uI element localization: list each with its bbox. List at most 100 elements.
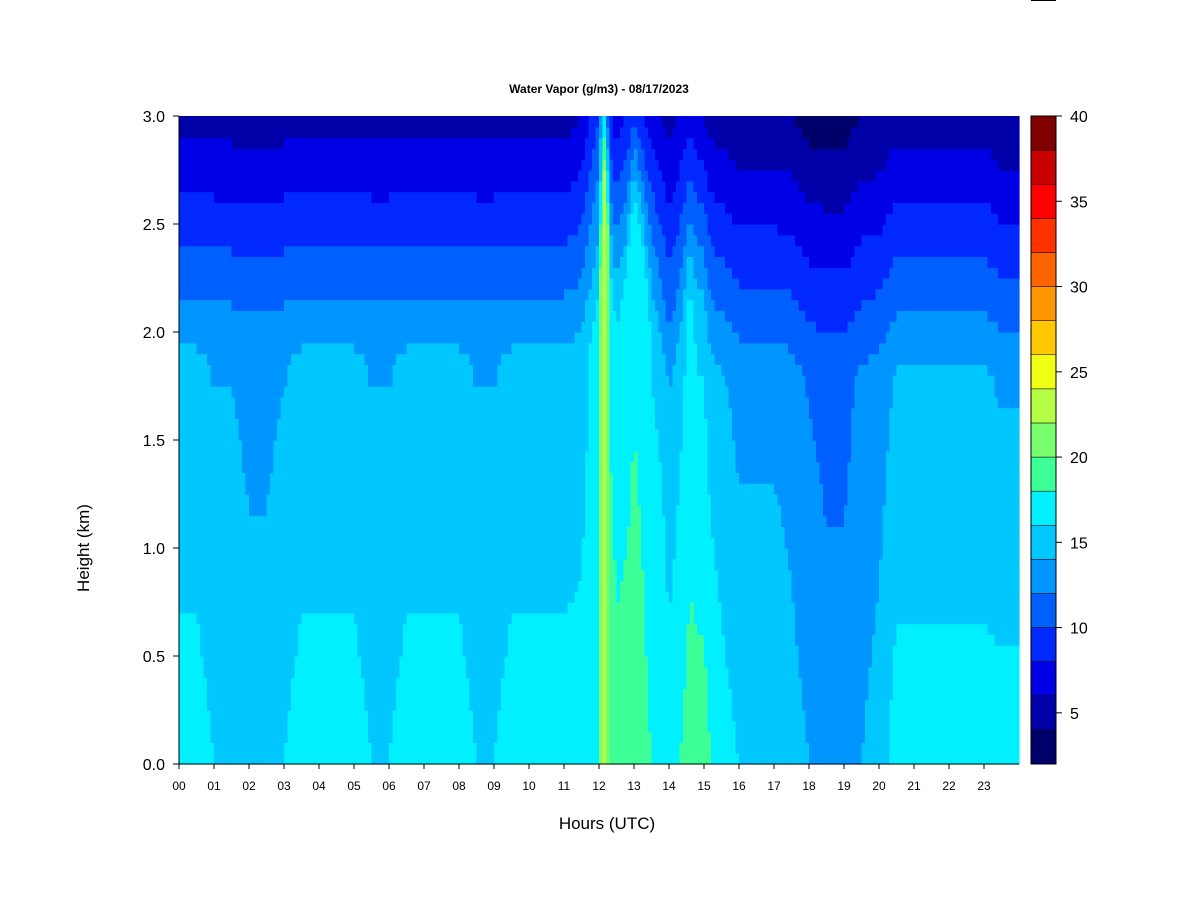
- heatmap-cell: [406, 710, 411, 722]
- heatmap-cell: [273, 170, 278, 182]
- heatmap-cell: [259, 440, 264, 452]
- heatmap-cell: [266, 656, 271, 668]
- heatmap-cell: [319, 126, 324, 139]
- heatmap-cell: [406, 364, 411, 376]
- heatmap-cell: [238, 494, 243, 506]
- heatmap-plot: [179, 116, 1020, 765]
- heatmap-cell: [231, 483, 236, 495]
- heatmap-cell: [445, 234, 450, 247]
- heatmap-cell: [214, 137, 219, 149]
- heatmap-cell: [385, 224, 390, 236]
- heatmap-cell: [333, 645, 338, 657]
- heatmap-cell: [368, 321, 373, 333]
- y-axis-label: Height (km): [74, 504, 93, 592]
- heatmap-cell: [336, 753, 341, 765]
- heatmap-cell: [455, 548, 460, 560]
- heatmap-cell: [298, 418, 303, 430]
- heatmap-cell: [445, 634, 450, 646]
- heatmap-cell: [466, 375, 471, 387]
- heatmap-cell: [403, 569, 408, 581]
- heatmap-cell: [434, 450, 439, 463]
- heatmap-cell: [329, 461, 334, 473]
- heatmap-cell: [441, 245, 446, 257]
- heatmap-cell: [179, 299, 184, 311]
- heatmap-cell: [455, 137, 460, 149]
- heatmap-cell: [333, 699, 338, 711]
- heatmap-cell: [326, 234, 331, 247]
- heatmap-cell: [259, 656, 264, 668]
- heatmap-cell: [196, 256, 201, 268]
- heatmap-cell: [270, 342, 275, 355]
- heatmap-cell: [294, 386, 299, 398]
- heatmap-cell: [329, 666, 334, 679]
- heatmap-cell: [189, 515, 194, 527]
- heatmap-cell: [424, 753, 429, 765]
- heatmap-cell: [322, 602, 327, 614]
- heatmap-cell: [210, 450, 215, 463]
- heatmap-cell: [322, 180, 327, 193]
- heatmap-cell: [445, 753, 450, 765]
- heatmap-cell: [403, 472, 408, 484]
- heatmap-cell: [399, 623, 404, 635]
- heatmap-cell: [326, 602, 331, 614]
- heatmap-cell: [361, 386, 366, 398]
- heatmap-cell: [445, 688, 450, 700]
- heatmap-cell: [277, 159, 282, 171]
- heatmap-cell: [340, 580, 345, 592]
- heatmap-cell: [364, 472, 369, 484]
- heatmap-cell: [249, 234, 254, 247]
- heatmap-cell: [466, 569, 471, 581]
- heatmap-cell: [270, 148, 275, 160]
- heatmap-cell: [252, 299, 257, 311]
- heatmap-cell: [441, 742, 446, 754]
- heatmap-cell: [322, 494, 327, 506]
- heatmap-cell: [266, 645, 271, 657]
- heatmap-cell: [417, 699, 422, 711]
- heatmap-cell: [396, 656, 401, 668]
- heatmap-cell: [182, 515, 187, 527]
- heatmap-cell: [392, 321, 397, 333]
- heatmap-cell: [319, 321, 324, 333]
- heatmap-cell: [469, 666, 474, 679]
- heatmap-cell: [266, 213, 271, 225]
- heatmap-cell: [438, 267, 443, 279]
- heatmap-cell: [273, 634, 278, 646]
- heatmap-cell: [424, 634, 429, 646]
- heatmap-cell: [326, 407, 331, 419]
- heatmap-cell: [399, 645, 404, 657]
- heatmap-cell: [399, 612, 404, 625]
- heatmap-cell: [399, 731, 404, 743]
- heatmap-cell: [273, 569, 278, 581]
- heatmap-cell: [270, 537, 275, 549]
- heatmap-cell: [343, 558, 348, 571]
- heatmap-cell: [200, 310, 205, 322]
- heatmap-cell: [329, 623, 334, 635]
- heatmap-cell: [301, 677, 306, 689]
- heatmap-cell: [441, 342, 446, 355]
- heatmap-cell: [424, 353, 429, 365]
- heatmap-cell: [399, 558, 404, 571]
- heatmap-cell: [322, 483, 327, 495]
- heatmap-cell: [466, 602, 471, 614]
- heatmap-cell: [203, 256, 208, 268]
- heatmap-cell: [196, 126, 201, 139]
- heatmap-cell: [410, 332, 415, 344]
- heatmap-cell: [347, 515, 352, 527]
- heatmap-cell: [287, 472, 292, 484]
- heatmap-cell: [266, 569, 271, 581]
- heatmap-cell: [287, 537, 292, 549]
- heatmap-cell: [336, 731, 341, 743]
- heatmap-cell: [385, 126, 390, 139]
- heatmap-cell: [291, 720, 296, 733]
- heatmap-cell: [263, 386, 268, 398]
- heatmap-cell: [291, 753, 296, 765]
- heatmap-cell: [245, 645, 250, 657]
- heatmap-cell: [308, 591, 313, 603]
- heatmap-cell: [231, 429, 236, 441]
- heatmap-cell: [252, 634, 257, 646]
- heatmap-cell: [221, 612, 226, 625]
- heatmap-cell: [179, 483, 184, 495]
- heatmap-cell: [193, 310, 198, 322]
- heatmap-cell: [189, 116, 194, 128]
